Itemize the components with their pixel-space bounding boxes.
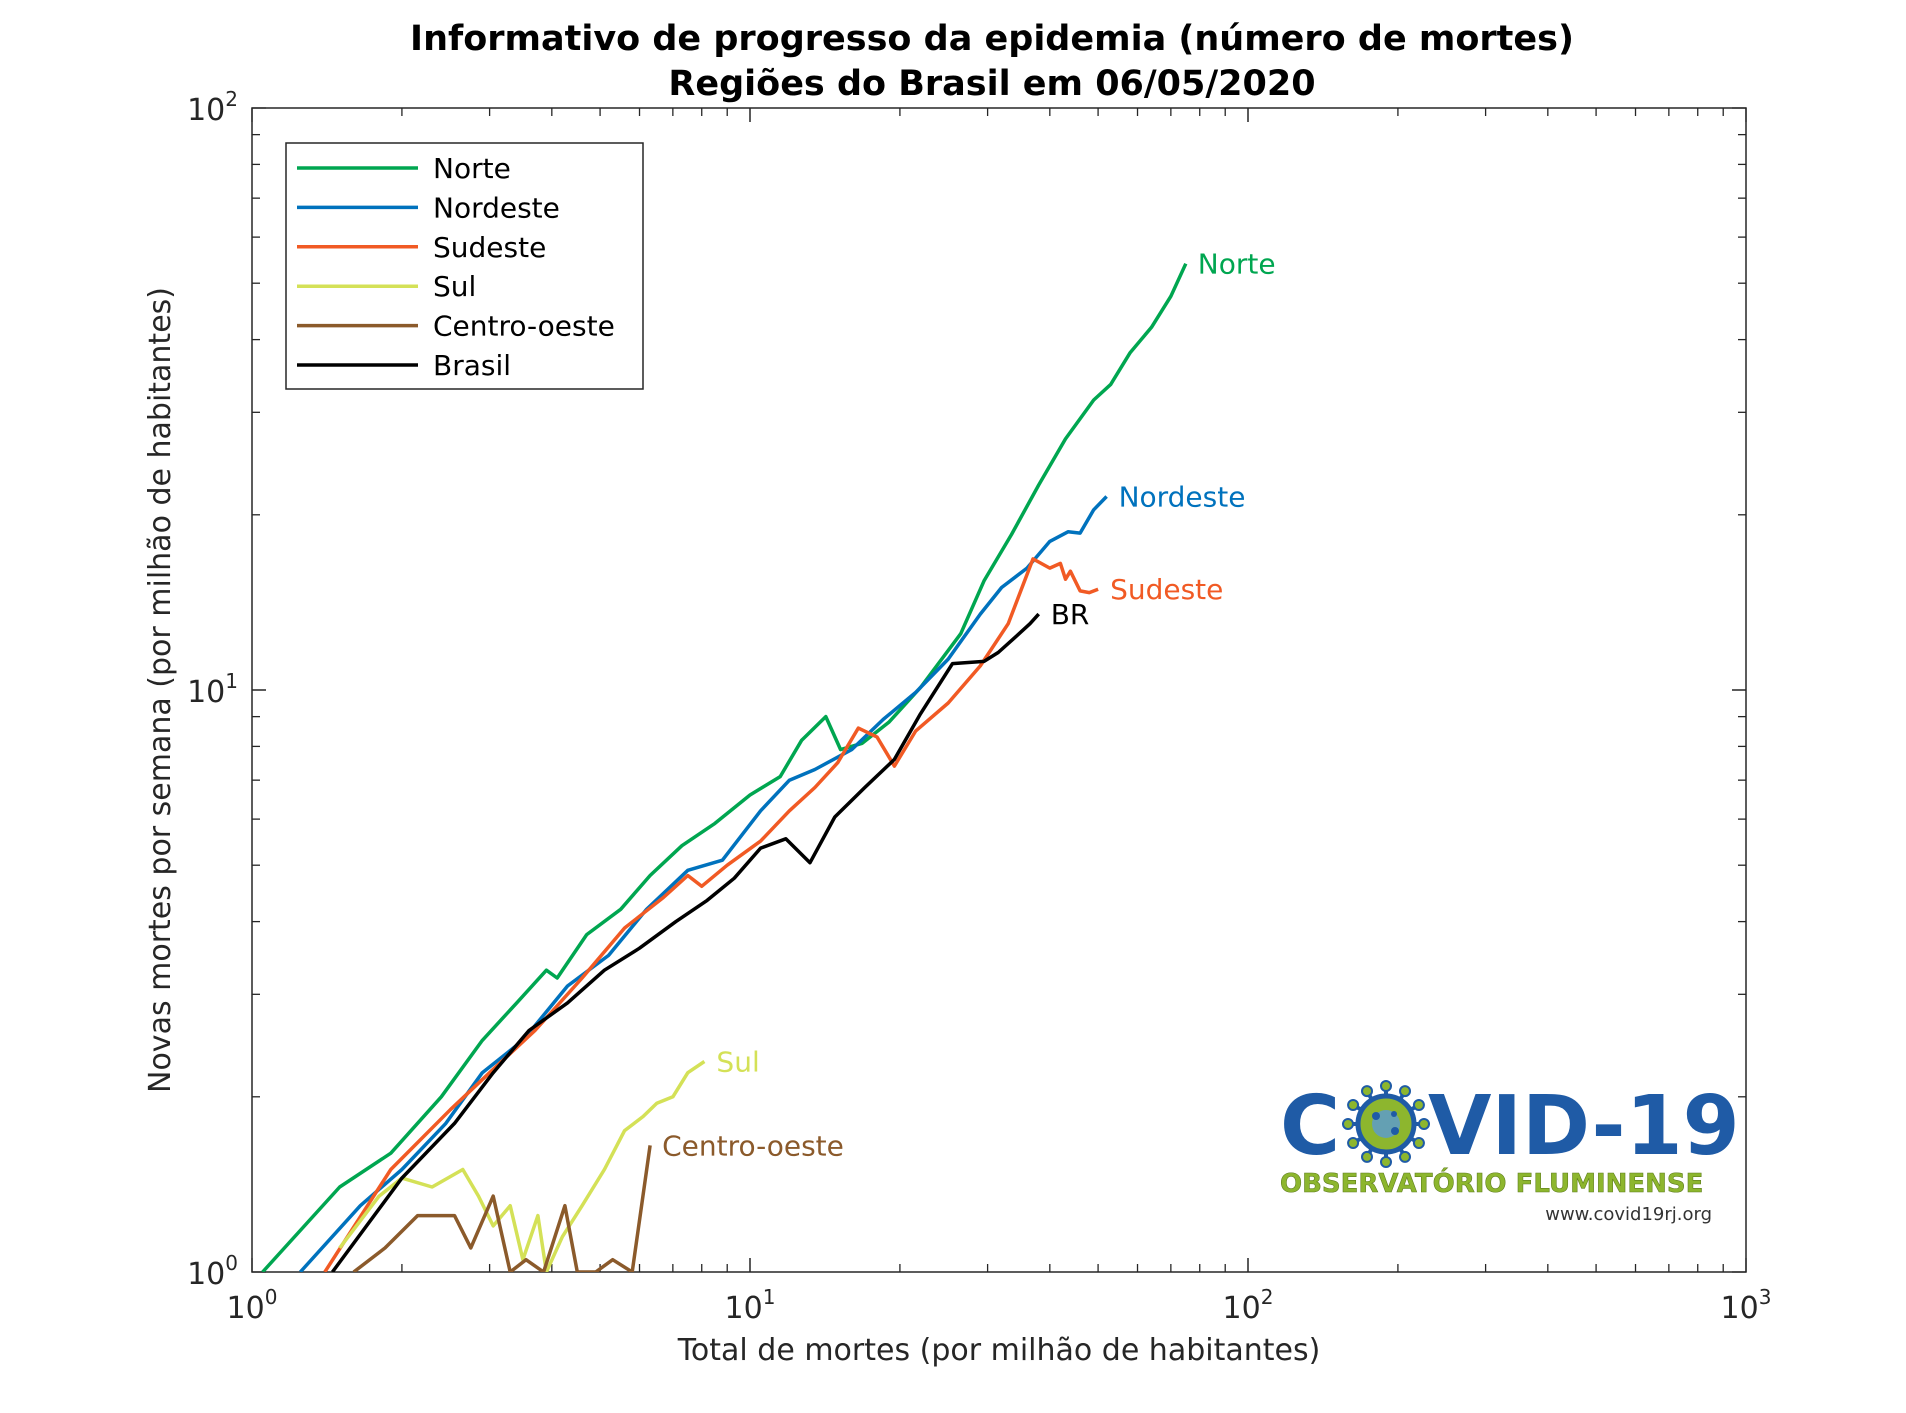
logo-url: www.covid19rj.org: [1545, 1204, 1712, 1225]
y-tick-labels: 100 101 102: [187, 87, 238, 1292]
x-tick-labels: 100 101 102 103: [227, 1285, 1772, 1326]
legend-label-norte: Norte: [433, 152, 511, 185]
x-tick-label: 100: [227, 1285, 278, 1326]
series-lines: [261, 262, 1188, 1272]
annotation-sudeste: Sudeste: [1110, 573, 1223, 606]
y-tick-label: 101: [187, 669, 238, 710]
annotation-sul: Sul: [716, 1045, 759, 1078]
annotation-norte: Norte: [1198, 248, 1276, 281]
legend-label-brasil: Brasil: [433, 349, 511, 382]
legend-items: Norte Nordeste Sudeste Sul Centro-oeste Brasi…: [297, 152, 615, 382]
y-tick-label: 102: [187, 87, 238, 128]
legend-label-sudeste: Sudeste: [433, 231, 546, 264]
legend-label-centro-oeste: Centro-oeste: [433, 310, 615, 343]
series-line-brasil: [330, 612, 1040, 1272]
legend-box: [285, 142, 644, 390]
chart-subtitle: Regiões do Brasil em 06/05/2020: [668, 64, 1315, 104]
logo-subtitle: OBSERVATÓRIO FLUMINENSE: [1280, 1167, 1703, 1199]
series-annotations: Norte Nordeste Sudeste Sul Centro-oeste BR: [662, 248, 1276, 1163]
series-line-sudeste: [323, 557, 1099, 1272]
logo-title-left: C: [1280, 1079, 1340, 1174]
series-line-centro-oeste: [352, 1145, 652, 1272]
x-axis-label: Total de mortes (por milhão de habitante…: [677, 1333, 1321, 1368]
logo-title-right: VID-19: [1428, 1079, 1740, 1174]
covid19-logo: C VID-19 OBSERVATÓRIO FLUMINENSE www.cov…: [1280, 1079, 1740, 1225]
legend: Norte Nordeste Sudeste Sul Centro-oeste Brasi…: [285, 142, 644, 390]
legend-label-nordeste: Nordeste: [433, 191, 560, 224]
x-tick-label: 102: [1223, 1285, 1274, 1326]
legend-label-sul: Sul: [433, 270, 476, 303]
y-axis-label: Novas mortes por semana (por milhão de h…: [143, 287, 178, 1093]
series-line-nordeste: [299, 495, 1108, 1272]
series-line-norte: [261, 262, 1188, 1272]
y-tick-label: 100: [187, 1251, 238, 1292]
annotation-nordeste: Nordeste: [1119, 481, 1246, 514]
coronavirus-icon: [1342, 1080, 1430, 1168]
annotation-brasil: BR: [1051, 598, 1090, 631]
annotation-centro-oeste: Centro-oeste: [662, 1129, 844, 1162]
x-tick-label: 103: [1721, 1285, 1772, 1326]
x-tick-label: 101: [725, 1285, 776, 1326]
series-line-sul: [338, 1060, 706, 1272]
chart-title: Informativo de progresso da epidemia (nú…: [410, 19, 1574, 59]
